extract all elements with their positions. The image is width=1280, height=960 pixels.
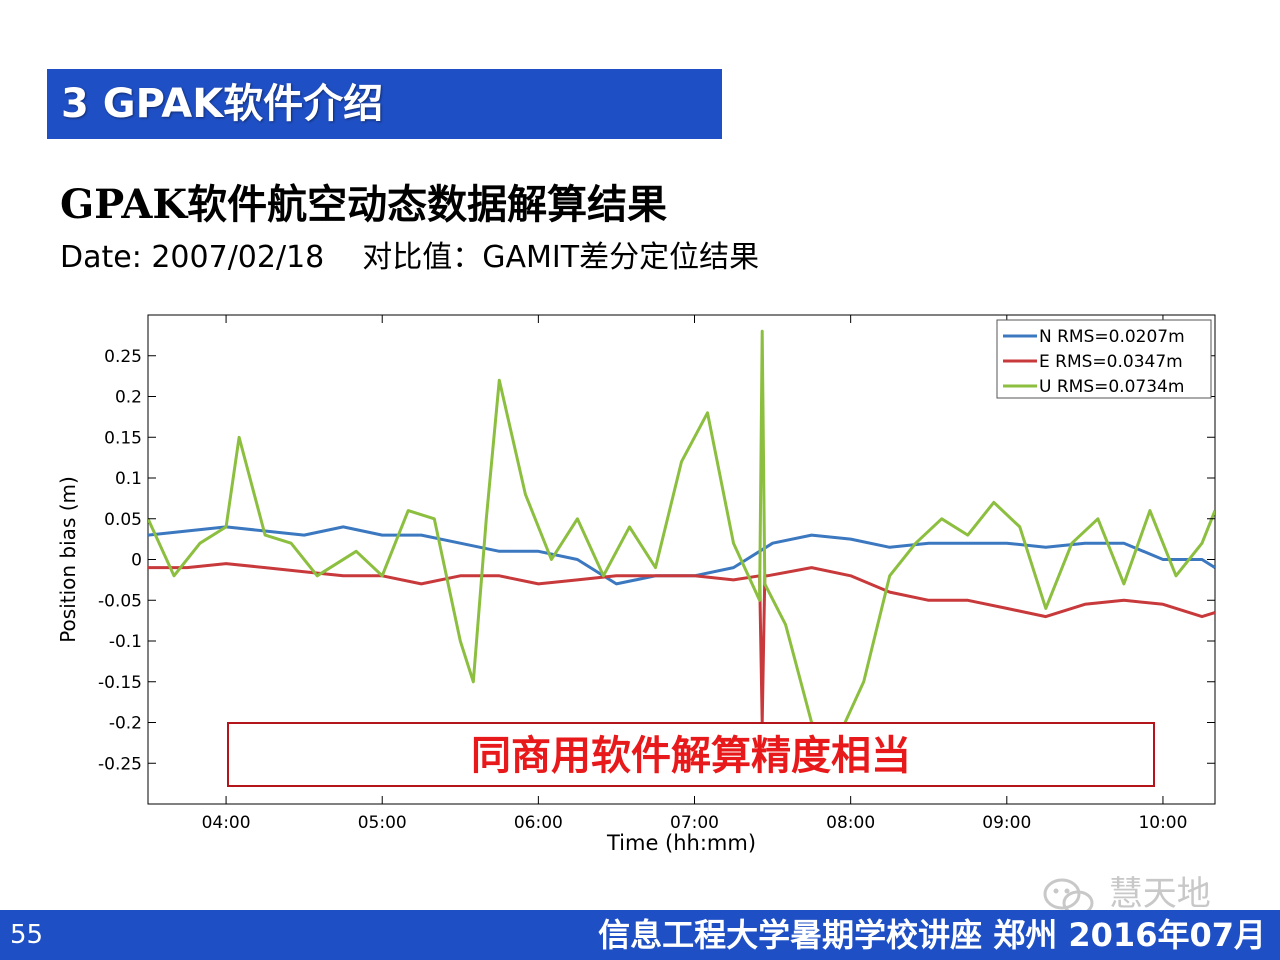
- y-tick-label: 0.1: [115, 469, 142, 489]
- y-axis-label: Position bias (m): [56, 476, 80, 643]
- watermark: 慧天地: [1040, 866, 1211, 918]
- y-tick-label: -0.05: [98, 591, 142, 611]
- y-tick-label: 0.15: [104, 428, 142, 448]
- x-tick-label: 04:00: [202, 813, 251, 833]
- series-line-2: [148, 562, 1215, 724]
- page-number: 55: [10, 920, 44, 950]
- x-tick-label: 10:00: [1138, 813, 1187, 833]
- x-tick-label: 08:00: [826, 813, 875, 833]
- footer-bar: 55 信息工程大学暑期学校讲座 郑州 2016年07月: [0, 910, 1280, 960]
- annotation-box: [227, 722, 1155, 787]
- slide-subline: Date: 2007/02/18 对比值：GAMIT差分定位结果: [60, 232, 759, 276]
- x-axis-label: Time (hh:mm): [606, 831, 756, 855]
- compare-text: 对比值：GAMIT差分定位结果: [362, 240, 760, 275]
- y-tick-label: 0: [131, 551, 142, 571]
- watermark-text: 慧天地: [1108, 874, 1211, 914]
- slide-heading: GPAK软件航空动态数据解算结果: [60, 181, 668, 228]
- annotation-text: 同商用软件解算精度相当: [471, 733, 911, 779]
- y-tick-label: 0.2: [115, 388, 142, 408]
- legend-label-2: E RMS=0.0347m: [1039, 352, 1183, 372]
- y-tick-label: -0.25: [98, 754, 142, 774]
- x-tick-label: 06:00: [514, 813, 563, 833]
- legend-label-3: U RMS=0.0734m: [1039, 377, 1184, 397]
- y-tick-label: -0.2: [109, 714, 142, 734]
- x-tick-label: 05:00: [358, 813, 407, 833]
- section-title-bar: 3 GPAK软件介绍: [47, 69, 722, 139]
- legend-label-1: N RMS=0.0207m: [1039, 327, 1185, 347]
- x-tick-label: 09:00: [982, 813, 1031, 833]
- x-tick-label: 07:00: [670, 813, 719, 833]
- y-tick-label: -0.1: [109, 632, 142, 652]
- footer-text: 信息工程大学暑期学校讲座 郑州 2016年07月: [598, 916, 1266, 954]
- y-tick-label: -0.15: [98, 673, 142, 693]
- position-bias-chart: -0.25 -0.2 -0.15 -0.1 -0.05 0 0.05 0.1 0.15 0.2 0.…: [56, 314, 1216, 855]
- y-tick-label: 0.25: [104, 347, 142, 367]
- series-line-3: [148, 329, 1215, 741]
- y-tick-label: 0.05: [104, 510, 142, 530]
- date-text: Date: 2007/02/18: [60, 240, 325, 275]
- section-title: 3 GPAK软件介绍: [61, 81, 384, 127]
